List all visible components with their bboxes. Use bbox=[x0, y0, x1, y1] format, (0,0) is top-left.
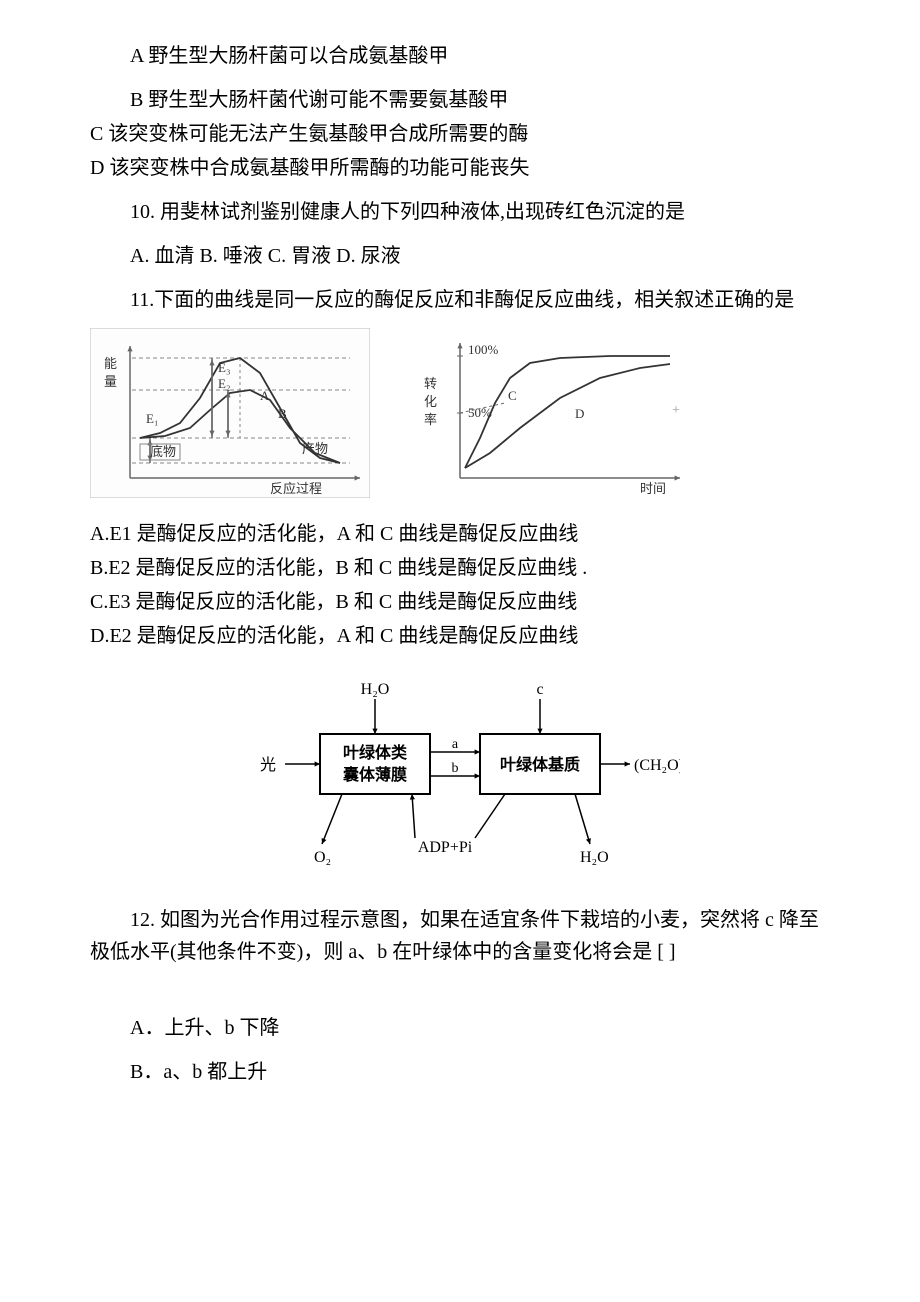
q11-energy-diagram: 能量 E₁ E₂E₃ AB 底物 产物反应过程 bbox=[90, 328, 370, 498]
q11-opt-b: B.E2 是酶促反应的活化能，B 和 C 曲线是酶促反应曲线 . bbox=[90, 552, 830, 584]
svg-text:反应过程: 反应过程 bbox=[270, 481, 322, 496]
svg-text:D: D bbox=[575, 406, 584, 421]
svg-text:叶绿体类: 叶绿体类 bbox=[343, 743, 408, 762]
svg-text:O₂: O₂ bbox=[314, 849, 331, 866]
q12-figure-wrap: 光 叶绿体类囊体薄膜 叶绿体基质 H₂O c ab (CH₂O) O₂ ADP+Pi H₂O bbox=[90, 664, 830, 884]
svg-text:ADP+Pi: ADP+Pi bbox=[418, 839, 473, 856]
q9-opt-a: A 野生型大肠杆菌可以合成氨基酸甲 bbox=[90, 40, 830, 72]
svg-text:叶绿体基质: 叶绿体基质 bbox=[500, 755, 580, 774]
svg-text:100%: 100% bbox=[468, 342, 499, 357]
svg-text:率: 率 bbox=[424, 412, 437, 427]
q12-stem: 12. 如图为光合作用过程示意图，如果在适宜条件下栽培的小麦，突然将 c 降至极… bbox=[90, 904, 830, 968]
svg-text:转: 转 bbox=[424, 376, 437, 391]
svg-text:a: a bbox=[452, 737, 459, 752]
svg-text:E₂: E₂ bbox=[218, 376, 230, 391]
svg-text:A: A bbox=[260, 388, 270, 403]
svg-text:+: + bbox=[672, 403, 680, 418]
svg-text:C: C bbox=[508, 388, 517, 403]
svg-text:化: 化 bbox=[424, 394, 437, 409]
q10-stem: 10. 用斐林试剂鉴别健康人的下列四种液体,出现砖红色沉淀的是 bbox=[90, 196, 830, 228]
svg-text:产物: 产物 bbox=[302, 441, 328, 456]
svg-text:B: B bbox=[278, 406, 287, 421]
q11-stem: 11.下面的曲线是同一反应的酶促反应和非酶促反应曲线，相关叙述正确的是 bbox=[90, 284, 830, 316]
svg-text:E₃: E₃ bbox=[218, 360, 230, 375]
svg-text:b: b bbox=[452, 761, 459, 776]
svg-text:量: 量 bbox=[104, 374, 117, 389]
svg-text:能: 能 bbox=[104, 356, 117, 371]
svg-text:c: c bbox=[536, 681, 543, 698]
q9-opt-c: C 该突变株可能无法产生氨基酸甲合成所需要的酶 bbox=[90, 118, 830, 150]
q12-flowchart: 光 叶绿体类囊体薄膜 叶绿体基质 H₂O c ab (CH₂O) O₂ ADP+Pi H₂O bbox=[240, 664, 680, 884]
q10-options: A. 血清 B. 唾液 C. 胃液 D. 尿液 bbox=[90, 240, 830, 272]
svg-text:H₂O: H₂O bbox=[580, 849, 609, 866]
svg-text:光: 光 bbox=[260, 756, 276, 774]
q9-opt-b: B 野生型大肠杆菌代谢可能不需要氨基酸甲 bbox=[90, 84, 830, 116]
q9-opt-d: D 该突变株中合成氨基酸甲所需酶的功能可能丧失 bbox=[90, 152, 830, 184]
svg-text:囊体薄膜: 囊体薄膜 bbox=[342, 765, 407, 784]
svg-text:时间: 时间 bbox=[640, 481, 666, 496]
q12-opt-b: B．a、b 都上升 bbox=[90, 1056, 830, 1088]
svg-text:H₂O: H₂O bbox=[361, 681, 390, 698]
q11-rate-diagram: 转化率100%50%CD+时间 bbox=[410, 328, 690, 498]
svg-text:(CH₂O): (CH₂O) bbox=[634, 757, 680, 774]
q12-opt-a: A．上升、b 下降 bbox=[90, 1012, 830, 1044]
q11-figures: 能量E₁E₂E₃AB底物产物反应过程 转化率100%50%CD+时间 bbox=[90, 328, 830, 498]
q11-opt-d: D.E2 是酶促反应的活化能，A 和 C 曲线是酶促反应曲线 bbox=[90, 620, 830, 652]
svg-text:E₁: E₁ bbox=[146, 411, 158, 426]
svg-text:底物: 底物 bbox=[150, 444, 176, 459]
q11-opt-a: A.E1 是酶促反应的活化能，A 和 C 曲线是酶促反应曲线 bbox=[90, 518, 830, 550]
q11-opt-c: C.E3 是酶促反应的活化能，B 和 C 曲线是酶促反应曲线 bbox=[90, 586, 830, 618]
